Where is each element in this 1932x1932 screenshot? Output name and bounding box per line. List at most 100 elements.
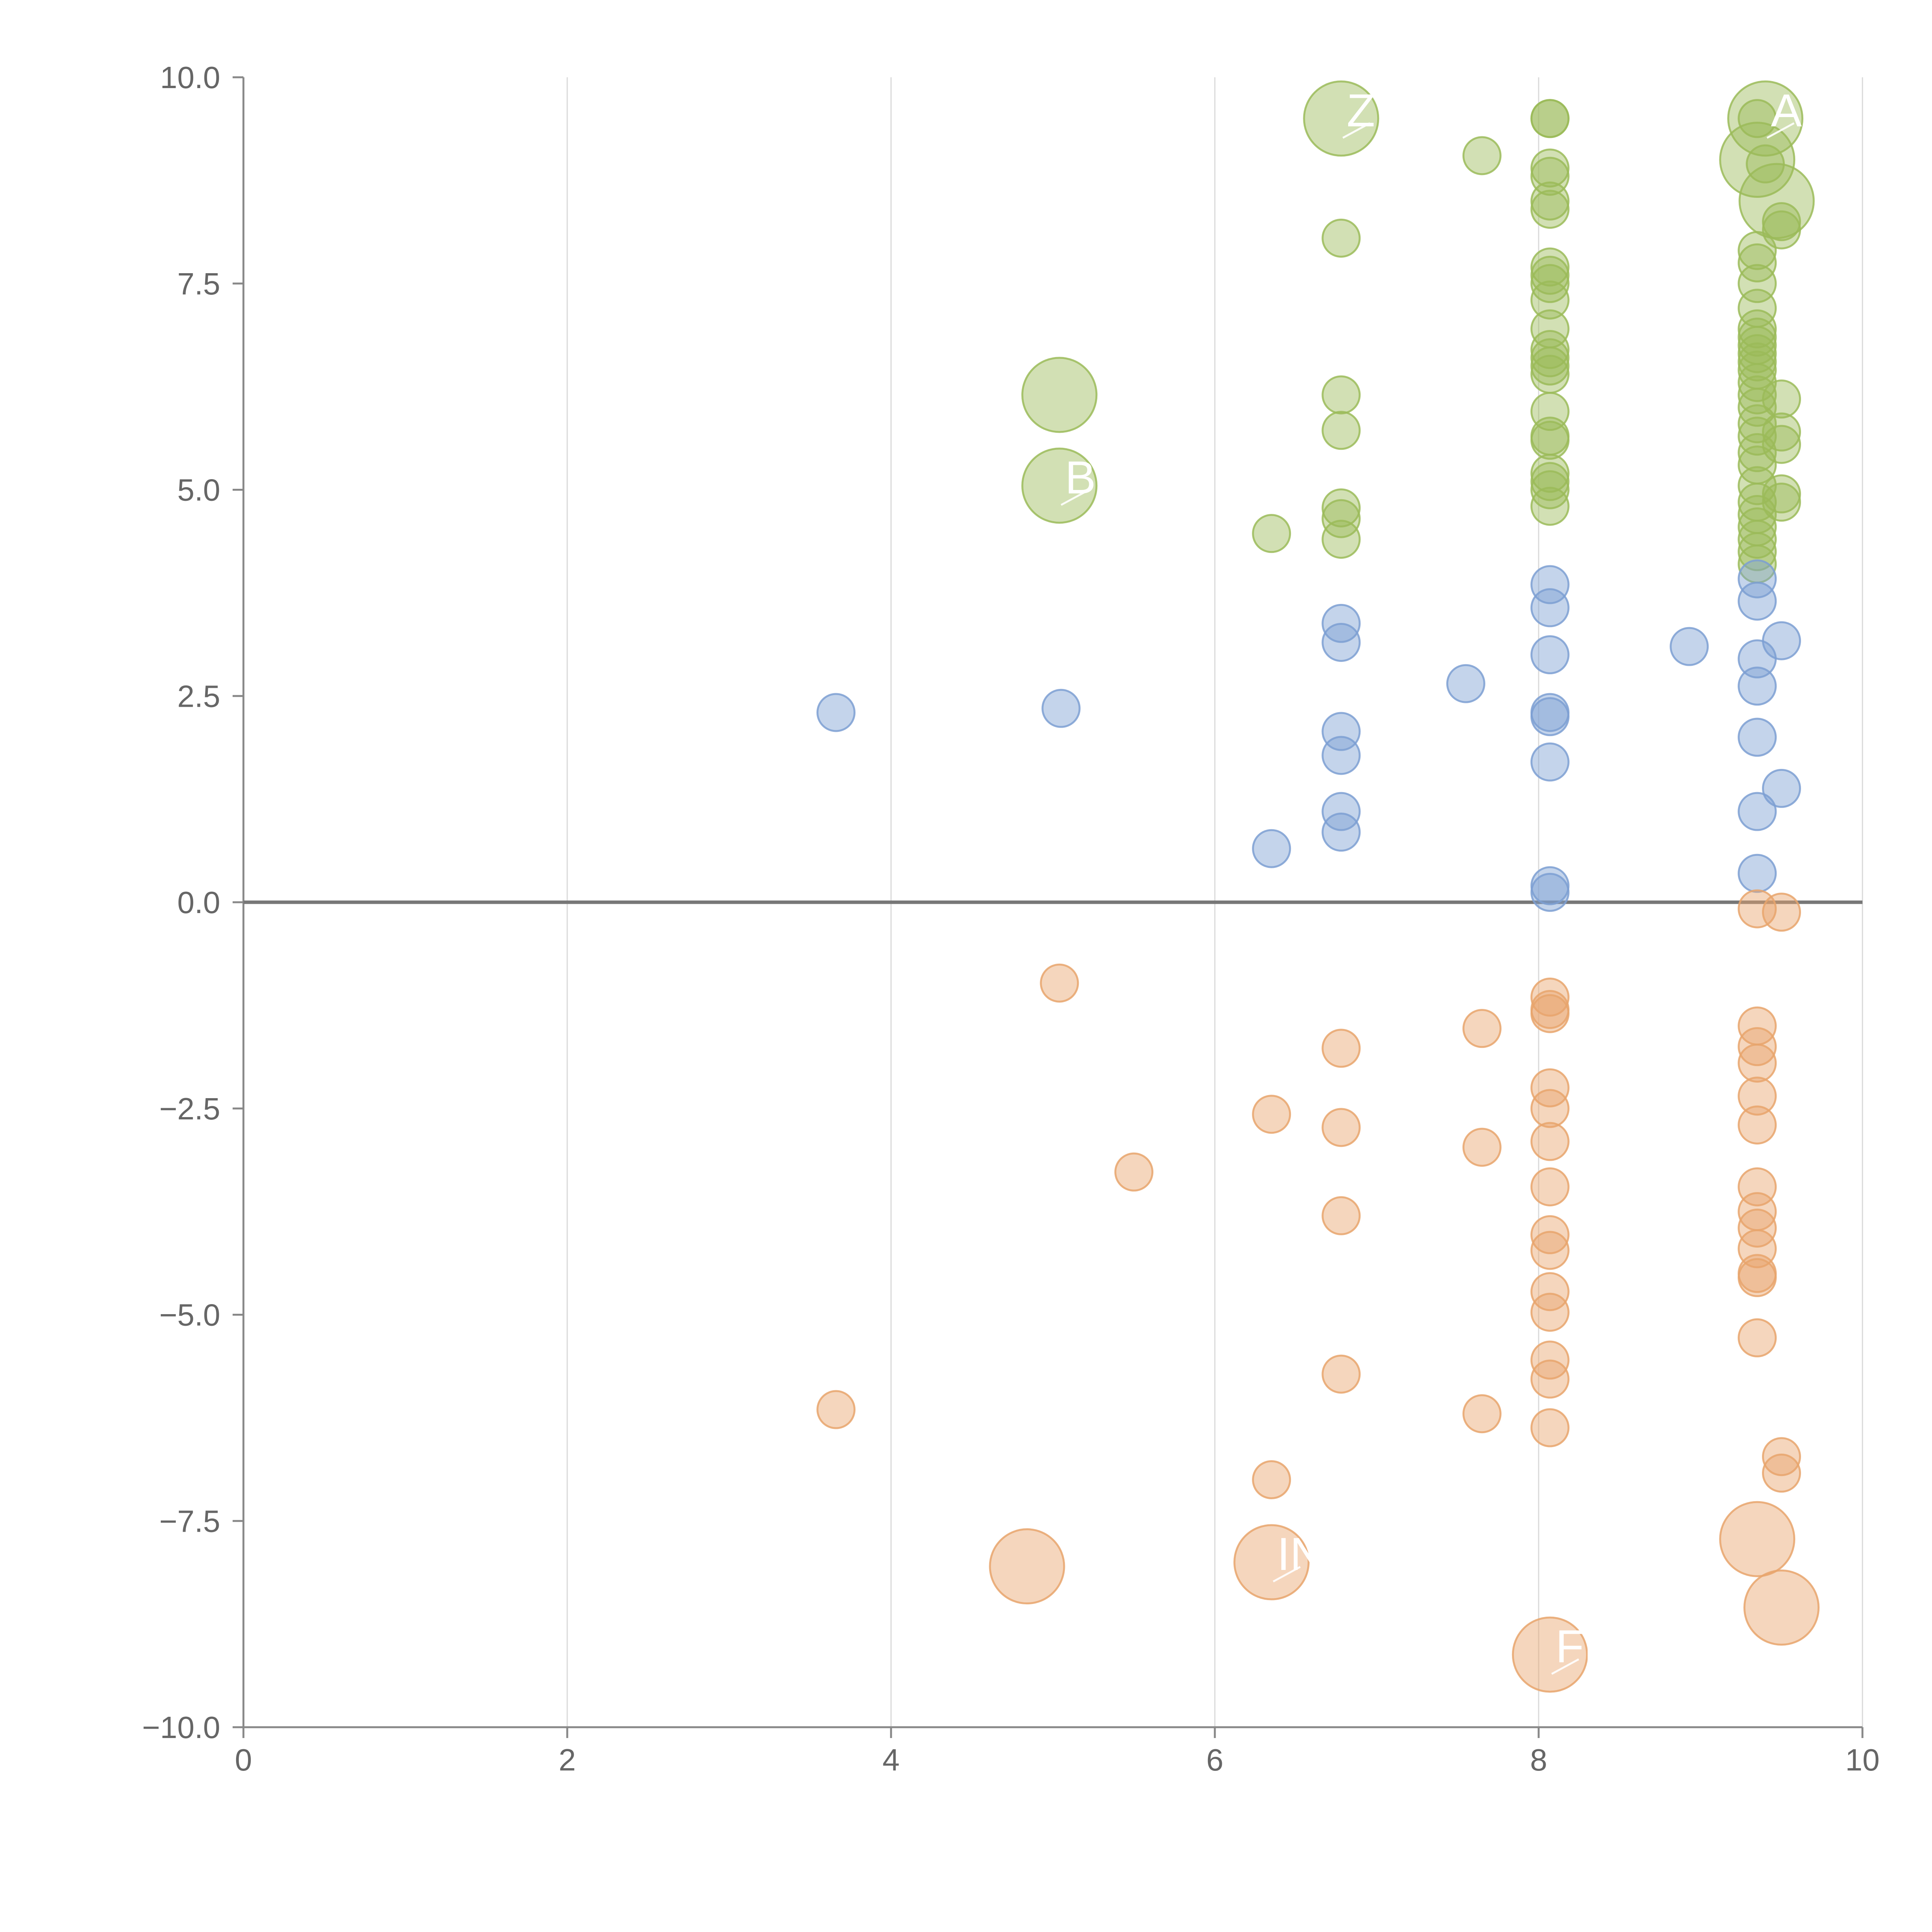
bubble-green xyxy=(1738,334,1777,373)
bubble-label-leader xyxy=(1766,122,1795,139)
bubble-label: B xyxy=(1065,452,1096,503)
bubble-green xyxy=(1321,375,1361,415)
bubble-blue xyxy=(1738,792,1777,831)
bubble-label-layer: Z AF B IN FLI xyxy=(1060,85,1830,1675)
bubble-green xyxy=(1530,190,1570,229)
y-tick-label: −10.0 xyxy=(142,1710,220,1745)
bubble-green xyxy=(1738,243,1777,282)
bubble-label-leader xyxy=(1342,122,1371,139)
bubble-orange xyxy=(1530,1167,1570,1207)
bubble-orange xyxy=(989,1528,1065,1605)
x-tick-label: 10 xyxy=(1845,1743,1880,1777)
bubble-orange xyxy=(1738,1258,1777,1297)
bubble-orange xyxy=(1530,1068,1570,1107)
bubble-orange xyxy=(1530,1359,1570,1399)
y-tick-label: 0.0 xyxy=(177,885,220,920)
bubble-label-leader xyxy=(1060,489,1089,506)
bubble-orange xyxy=(1462,1394,1502,1434)
bubble-blue xyxy=(1738,559,1777,599)
bubble-green xyxy=(1738,342,1777,382)
bubble-green xyxy=(1762,474,1801,514)
x-tick-label: 8 xyxy=(1530,1743,1548,1777)
bubble-green xyxy=(1738,388,1777,427)
bubble-orange xyxy=(1762,1437,1801,1476)
bubble-green xyxy=(1762,202,1801,242)
bubble-green xyxy=(1321,520,1361,559)
bubble-green xyxy=(1530,264,1570,303)
y-tick-label: 5.0 xyxy=(177,473,220,507)
bubble-green xyxy=(1762,412,1801,452)
bubble-green xyxy=(1738,532,1777,571)
y-tick-label: −2.5 xyxy=(159,1092,220,1126)
bubble-orange xyxy=(1321,1354,1361,1394)
bubble-green xyxy=(1530,181,1570,221)
bubble-blue xyxy=(1041,689,1081,728)
bubble-blue xyxy=(1738,582,1777,621)
y-tick-label: −7.5 xyxy=(159,1504,220,1538)
bubble-blue xyxy=(1321,792,1361,831)
y-tick-label: −5.0 xyxy=(159,1298,220,1332)
bubble-blue xyxy=(1530,588,1570,628)
bubble-green xyxy=(1530,486,1570,526)
bubble-orange xyxy=(1321,1108,1361,1147)
bubble-blue xyxy=(1321,712,1361,751)
bubble-blue xyxy=(1530,565,1570,604)
bubble-green xyxy=(1738,375,1777,415)
bubble-orange xyxy=(1512,1616,1588,1693)
bubble-green xyxy=(1321,499,1361,538)
bubble-green xyxy=(1762,425,1801,464)
bubble-green xyxy=(1762,379,1801,419)
bubble-orange xyxy=(1738,1077,1777,1116)
bubble-blue xyxy=(1530,872,1570,912)
bubble-orange xyxy=(1252,1095,1291,1134)
bubble-orange xyxy=(1738,1208,1777,1248)
bubble-green xyxy=(1738,163,1815,239)
bubble-label: FLI xyxy=(1556,1621,1622,1672)
bubble-blue xyxy=(1530,742,1570,782)
bubble-orange xyxy=(1530,1408,1570,1447)
bubble-green xyxy=(1530,454,1570,493)
bubble-orange xyxy=(816,1390,856,1429)
axis-layer: 0 2 4 6 8 10 10.0 7.5 5.0 2.5 0.0 −2.5 −5.0 −7.5 −10.0 xyxy=(142,60,1880,1777)
bubble-blue xyxy=(1252,829,1291,868)
bubble-orange xyxy=(1530,1215,1570,1254)
bubble-blue xyxy=(1762,769,1801,808)
bubble-green xyxy=(1530,280,1570,320)
bubble-label: IN xyxy=(1277,1528,1323,1580)
bubble-orange xyxy=(1738,1043,1777,1083)
bubble-green xyxy=(1738,466,1777,505)
bubble-orange xyxy=(1738,1105,1777,1145)
bubble-blue xyxy=(1446,664,1485,703)
bubble-label-leader xyxy=(1272,1566,1301,1583)
bubble-orange xyxy=(1114,1152,1153,1192)
bubble-orange xyxy=(1530,994,1570,1033)
bubble-orange xyxy=(1530,1231,1570,1270)
bubble-green xyxy=(1738,417,1777,456)
bubble-orange xyxy=(1530,978,1570,1017)
bubble-green xyxy=(1530,470,1570,509)
bubble-blue xyxy=(1530,635,1570,674)
bubble-orange xyxy=(1762,1453,1801,1493)
bubble-orange xyxy=(1738,1027,1777,1066)
bubble-blue xyxy=(1321,622,1361,662)
bubble-blue xyxy=(1321,813,1361,852)
bubble-orange xyxy=(1743,1569,1820,1646)
y-tick-label: 7.5 xyxy=(177,267,220,301)
bubble-green xyxy=(1762,483,1801,522)
bubble-green xyxy=(1530,338,1570,378)
bubble-green xyxy=(1021,447,1098,524)
bubble-orange xyxy=(1462,1009,1502,1048)
bubble-label: Z xyxy=(1347,85,1375,136)
bubble-green xyxy=(1530,346,1570,386)
y-tick-label: 10.0 xyxy=(160,60,220,95)
bubble-orange xyxy=(1762,893,1801,932)
bubble-green xyxy=(1738,99,1777,138)
bubble-green xyxy=(1321,488,1361,527)
bubble-green xyxy=(1252,514,1291,553)
bubble-layer xyxy=(816,80,1820,1693)
bubble-orange xyxy=(1738,889,1777,929)
bubble-green xyxy=(1321,411,1361,450)
bubble-blue xyxy=(1321,736,1361,775)
bubble-orange xyxy=(1530,1293,1570,1332)
